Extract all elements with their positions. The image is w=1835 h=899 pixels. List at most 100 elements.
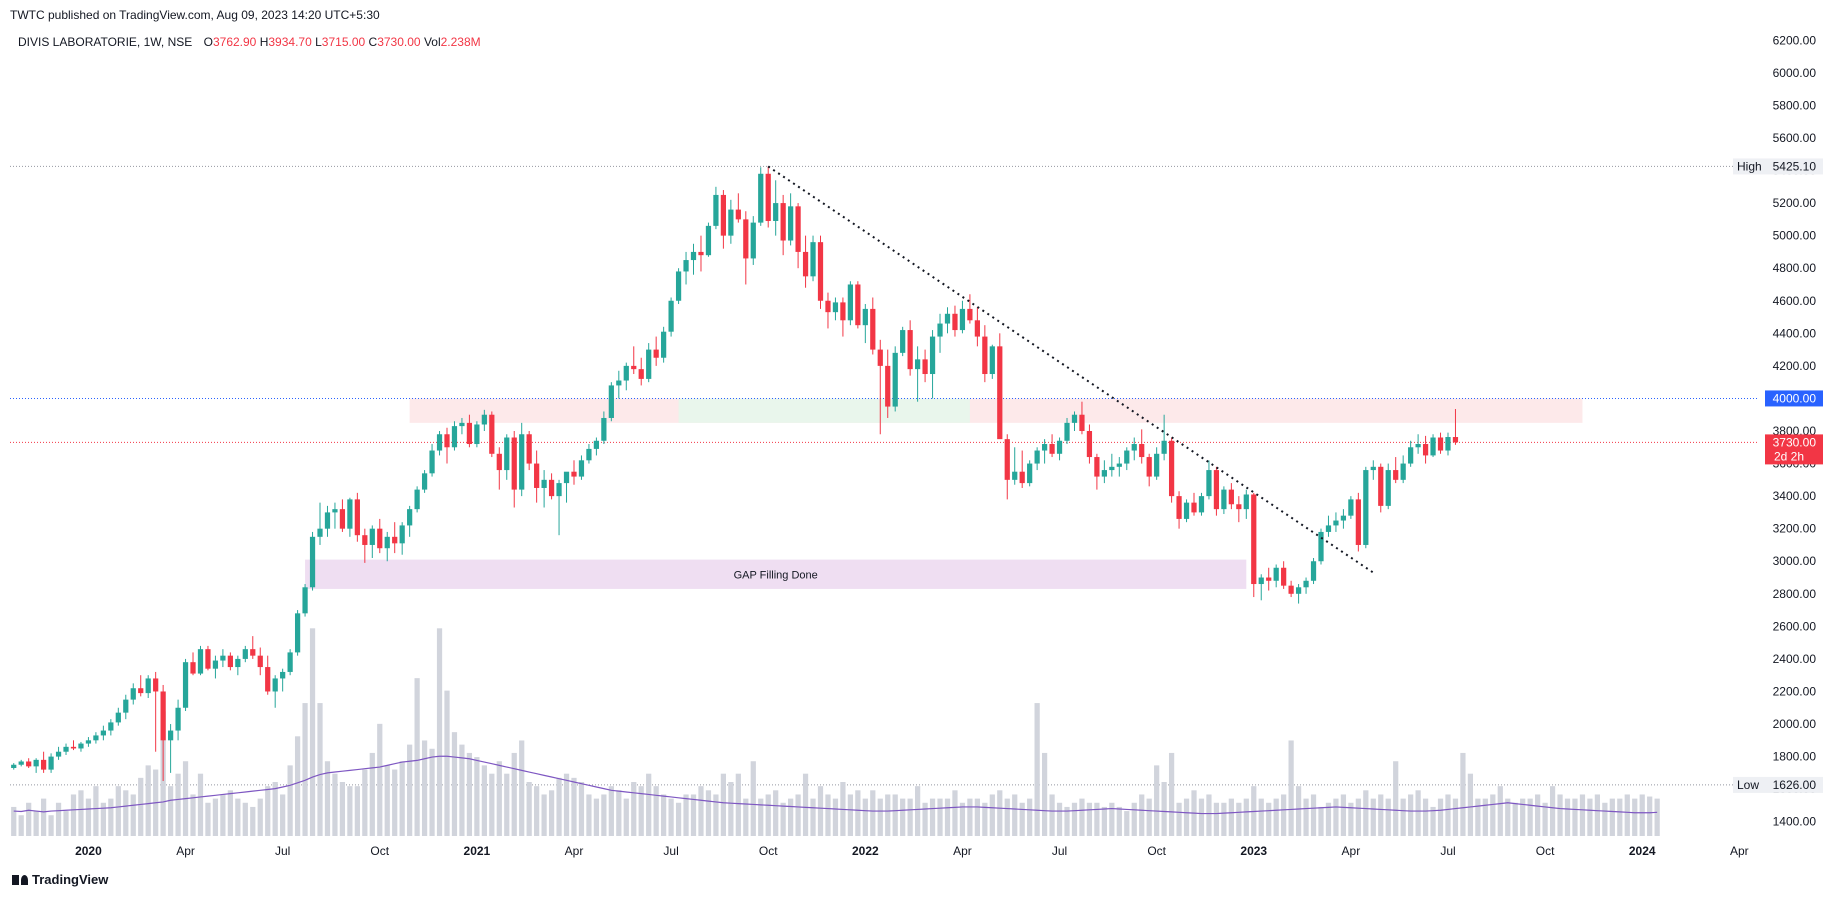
volume-bar xyxy=(511,752,517,836)
candle-body xyxy=(407,509,413,526)
volume-bar xyxy=(616,790,622,836)
candle-body xyxy=(459,422,465,427)
candle-body xyxy=(773,203,779,221)
tradingview-logo-icon xyxy=(12,874,28,885)
volume-bar xyxy=(683,794,689,836)
candle-body xyxy=(265,667,271,692)
volume-bar xyxy=(242,802,248,836)
price-tick-label: 2000.00 xyxy=(1773,717,1817,731)
volume-bar xyxy=(1437,798,1444,836)
volume-bar xyxy=(1303,798,1309,836)
volume-bar xyxy=(63,811,69,836)
volume-bar xyxy=(1490,794,1496,836)
volume-bar xyxy=(900,798,906,836)
candle-body xyxy=(862,308,868,326)
candle-body xyxy=(436,434,443,451)
volume-bar xyxy=(1318,806,1324,836)
candle-body xyxy=(1430,437,1436,456)
tradingview-logo[interactable]: TradingView xyxy=(12,872,108,887)
price-tick-label: 4400.00 xyxy=(1773,326,1817,340)
volume-bar xyxy=(593,798,600,836)
volume-bar xyxy=(750,761,756,836)
volume-bar xyxy=(78,790,84,836)
volume-bar xyxy=(436,628,443,836)
volume-bar xyxy=(974,798,980,836)
candle-body xyxy=(377,528,383,549)
price-tick-label: 6000.00 xyxy=(1773,66,1817,80)
candle-body xyxy=(929,336,936,375)
candle-body xyxy=(466,422,473,445)
candle-body xyxy=(93,735,99,741)
candle-body xyxy=(817,242,824,301)
volume-bar xyxy=(541,794,547,836)
candle-body xyxy=(780,203,786,241)
candle-body xyxy=(1086,431,1093,458)
volume-bar xyxy=(1012,794,1018,836)
candle-body xyxy=(1251,494,1257,585)
candle-body xyxy=(915,359,921,370)
volume-bar xyxy=(324,761,331,836)
volume-bar xyxy=(1512,802,1518,836)
candle-body xyxy=(765,173,771,221)
candle-body xyxy=(18,761,24,765)
volume-bar xyxy=(1116,806,1122,836)
symbol-title[interactable]: DIVIS LABORATORIE, 1W, NSE xyxy=(18,35,193,49)
volume-bar xyxy=(1363,790,1369,836)
volume-bar xyxy=(339,782,346,836)
candle-body xyxy=(952,313,958,331)
candle-body xyxy=(959,308,966,331)
volume-bar xyxy=(653,786,659,836)
volume-bar xyxy=(780,802,786,836)
time-tick-label: 2022 xyxy=(852,844,879,858)
volume-bar xyxy=(862,798,868,836)
volume-bar xyxy=(519,740,525,836)
candle-body xyxy=(922,359,928,375)
zone-resistance xyxy=(409,398,1583,423)
volume-bar xyxy=(743,798,749,836)
volume-bar xyxy=(1228,798,1234,836)
volume-bar xyxy=(11,806,17,836)
price-tick-label: 5600.00 xyxy=(1773,131,1817,145)
volume-bar xyxy=(989,794,995,836)
volume-bar xyxy=(1176,802,1182,836)
candle-body xyxy=(1318,531,1324,562)
volume-bar xyxy=(190,794,196,836)
publisher-line: TWTC published on TradingView.com, Aug 0… xyxy=(10,8,380,22)
volume-bar xyxy=(212,798,219,836)
candle-body xyxy=(272,678,278,692)
candle-body xyxy=(1109,466,1115,471)
volume-bar xyxy=(952,790,958,836)
volume-bar xyxy=(1086,802,1093,836)
candle-body xyxy=(556,483,562,497)
candle-body xyxy=(227,655,233,668)
candle-body xyxy=(1236,504,1242,510)
candle-body xyxy=(720,194,727,236)
candle-body xyxy=(190,662,196,674)
candle-body xyxy=(70,746,77,749)
level-tag-bg xyxy=(1765,390,1823,407)
candle-body xyxy=(997,346,1003,440)
candle-body xyxy=(802,251,809,277)
candle-body xyxy=(616,380,622,386)
volume-bar xyxy=(272,782,278,836)
volume-bar xyxy=(765,794,771,836)
candle-body xyxy=(1027,463,1033,484)
volume-bar xyxy=(915,786,921,836)
candle-body xyxy=(758,173,764,223)
price-tick-label: 4800.00 xyxy=(1773,261,1817,275)
volume-bar xyxy=(1579,794,1586,836)
volume-bar xyxy=(100,802,106,836)
candle-body xyxy=(907,330,913,370)
volume-bar xyxy=(1572,798,1578,836)
volume-bar xyxy=(534,786,540,836)
volume-bar xyxy=(631,782,637,836)
last-tag-value: 3730.00 xyxy=(1773,435,1817,449)
time-tick-label: Apr xyxy=(565,844,584,858)
volume-bar xyxy=(1295,786,1302,836)
candle-body xyxy=(1258,577,1264,585)
candle-body xyxy=(294,613,301,653)
volume-bar xyxy=(332,773,338,836)
volume-bar xyxy=(1198,798,1205,836)
time-tick-label: Oct xyxy=(759,844,778,858)
